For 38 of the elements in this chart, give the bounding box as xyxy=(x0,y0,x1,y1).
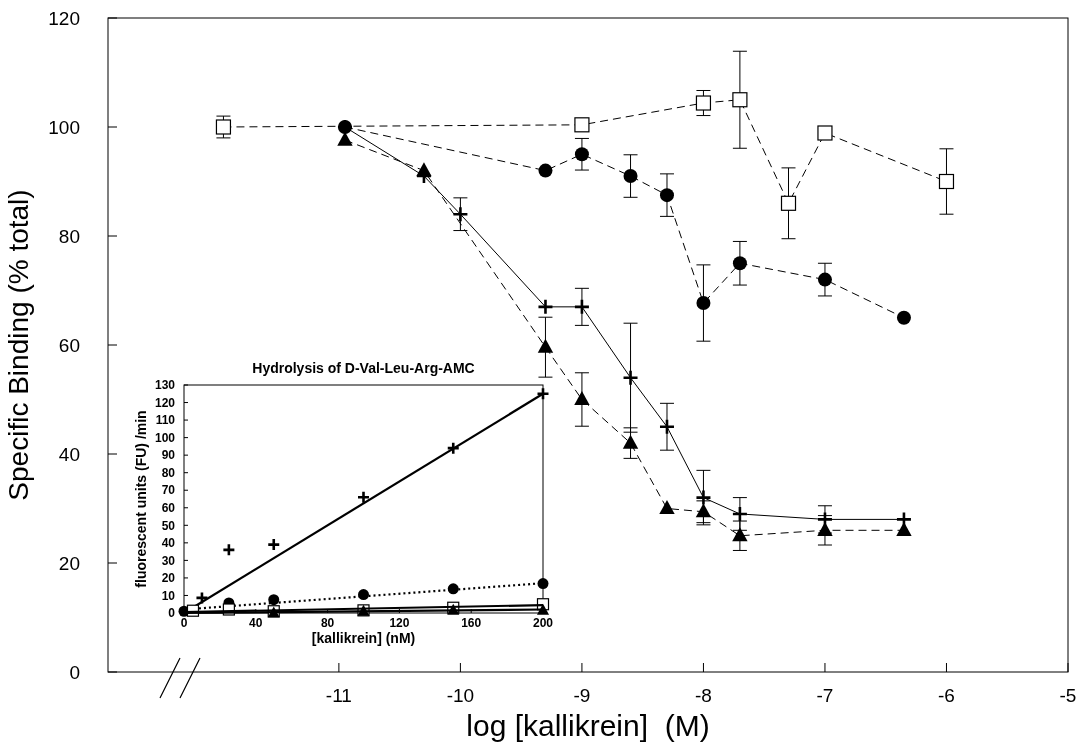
y-tick-label: 10 xyxy=(161,588,176,603)
x-tick-label: -8 xyxy=(694,685,712,706)
y-tick-label: 70 xyxy=(161,483,176,498)
x-tick-label: -9 xyxy=(573,685,591,706)
y-tick-label: 130 xyxy=(154,378,176,393)
y-tick-label: 50 xyxy=(161,518,176,533)
y-axis-title: fluorescent units (FU) /min xyxy=(133,410,149,588)
y-axis-title: Specific Binding (% total) xyxy=(3,189,34,501)
y-tick-label: 20 xyxy=(161,571,176,586)
y-tick-label: 80 xyxy=(58,225,80,247)
y-tick-label: 40 xyxy=(58,443,80,465)
x-tick-label: -6 xyxy=(938,685,955,706)
y-tick-label: 20 xyxy=(58,552,80,574)
y-tick-label: 80 xyxy=(161,465,176,480)
y-tick-label: 40 xyxy=(161,536,176,551)
x-tick-label: -5 xyxy=(1059,685,1077,706)
x-tick-label: 120 xyxy=(389,616,410,630)
chart-title: Hydrolysis of D-Val-Leu-Arg-AMC xyxy=(252,360,475,376)
x-tick-label: -7 xyxy=(816,685,834,706)
y-tick-label: 110 xyxy=(155,413,176,428)
y-tick-label: 100 xyxy=(48,116,80,138)
x-axis-title: log [kallikrein] (M) xyxy=(466,709,710,742)
x-tick-label: 40 xyxy=(249,616,263,630)
y-tick-label: 100 xyxy=(154,430,176,445)
x-tick-label: -11 xyxy=(325,685,352,706)
x-tick-label: -10 xyxy=(446,685,475,706)
y-tick-label: 60 xyxy=(161,500,176,515)
x-tick-label: 0 xyxy=(180,616,188,630)
x-tick-label: 80 xyxy=(320,616,335,630)
x-tick-label: 200 xyxy=(532,616,554,630)
x-axis-title: [kallikrein] (nM) xyxy=(311,630,416,646)
y-tick-label: 120 xyxy=(48,7,80,29)
x-tick-label: 160 xyxy=(461,616,482,630)
y-tick-label: 60 xyxy=(58,334,80,356)
y-tick-label: 120 xyxy=(154,395,176,410)
y-tick-label: 90 xyxy=(161,448,176,463)
y-tick-label: 30 xyxy=(161,553,176,568)
y-tick-label: 0 xyxy=(69,661,80,683)
